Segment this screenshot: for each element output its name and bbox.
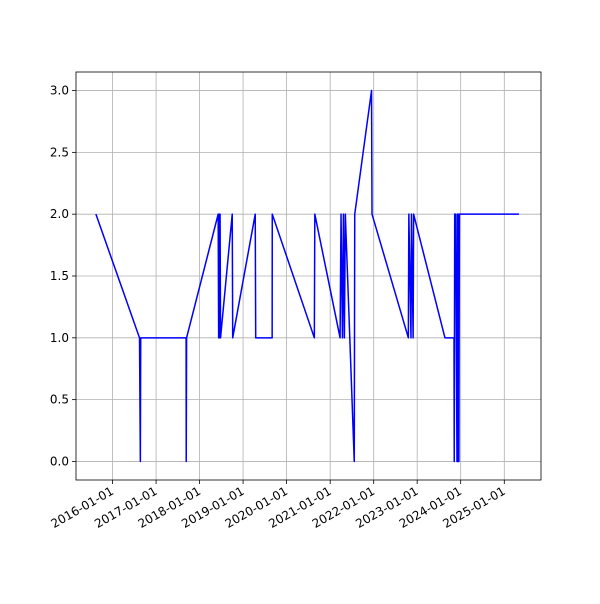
y-tick-label: 0.5	[50, 393, 69, 407]
data-line	[95, 89, 519, 463]
y-tick-label: 3.0	[50, 84, 69, 98]
y-tick-label: 2.5	[50, 145, 69, 159]
y-tick-label: 1.5	[50, 269, 69, 283]
y-tick-label: 1.0	[50, 331, 69, 345]
y-tick-label: 0.0	[50, 454, 69, 468]
y-tick-label: 2.0	[50, 207, 69, 221]
